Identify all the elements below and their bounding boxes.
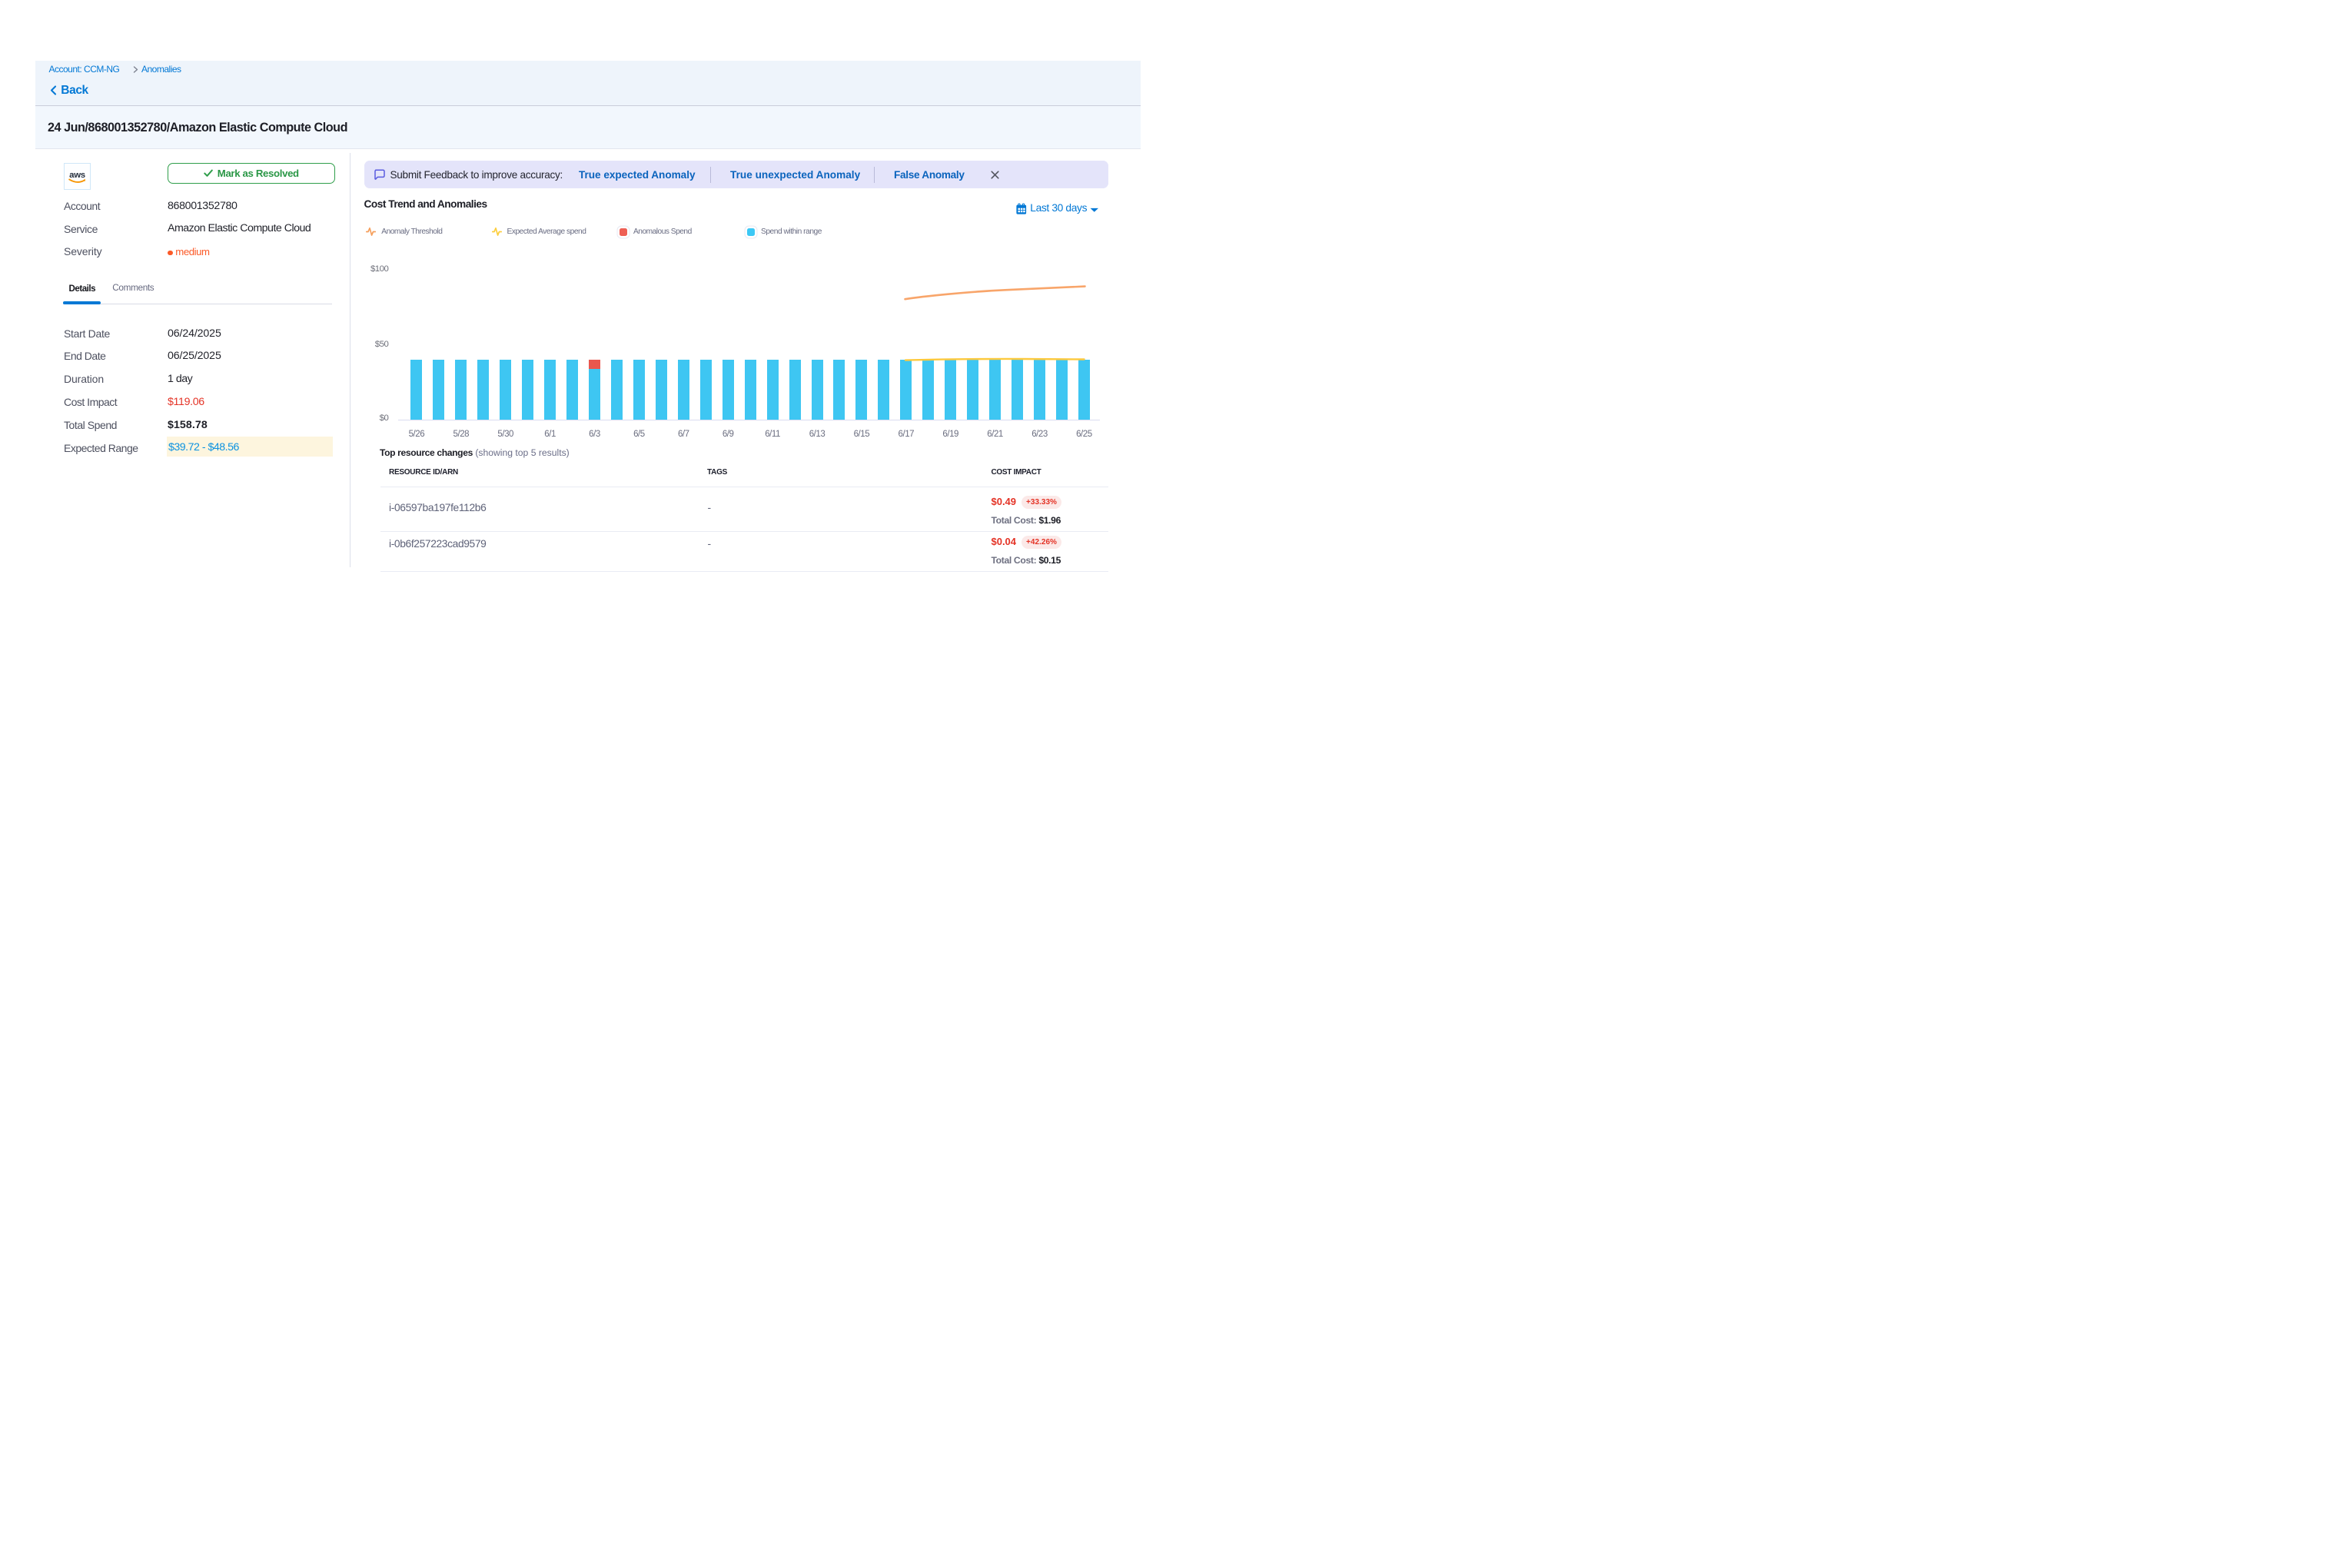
svg-text:aws: aws [69,171,85,180]
